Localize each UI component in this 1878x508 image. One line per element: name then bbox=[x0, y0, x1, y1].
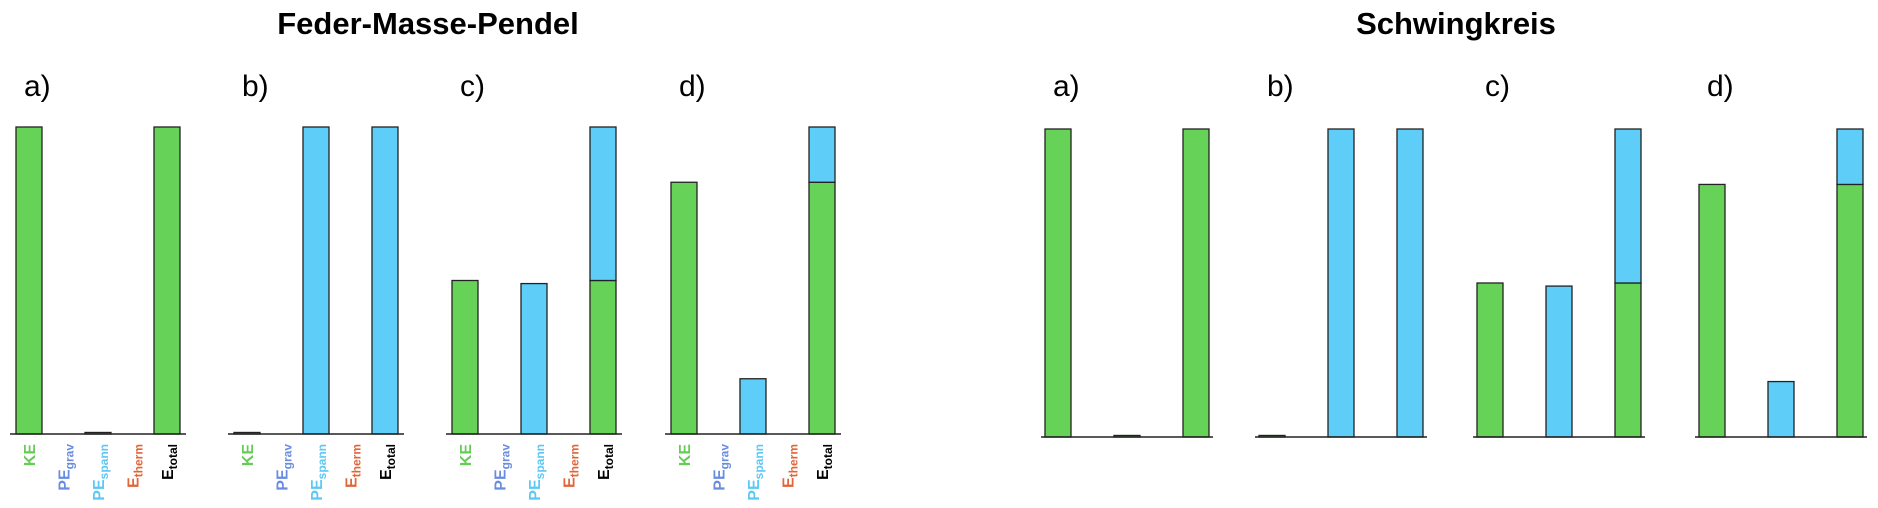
label-main: E bbox=[126, 477, 143, 488]
label-main: PE bbox=[712, 469, 729, 491]
x-tick-label: KE bbox=[677, 444, 694, 467]
bar bbox=[451, 279, 479, 435]
bar bbox=[520, 282, 548, 435]
label-main: KE bbox=[240, 444, 257, 467]
label-main: E bbox=[815, 469, 832, 480]
x-tick-label: KE bbox=[22, 444, 39, 467]
x-tick-label: PEspann bbox=[746, 444, 766, 501]
bar bbox=[1327, 128, 1355, 438]
bar bbox=[808, 181, 836, 435]
label-sub: spann bbox=[97, 444, 111, 479]
panel-label: d) bbox=[679, 70, 706, 103]
bar bbox=[15, 126, 43, 435]
label-main: PE bbox=[309, 479, 326, 501]
bar bbox=[371, 126, 399, 435]
label-main: E bbox=[781, 477, 798, 488]
bar bbox=[670, 181, 698, 435]
label-main: PE bbox=[91, 479, 108, 501]
x-tick-label: PEspann bbox=[309, 444, 329, 501]
label-main: E bbox=[344, 477, 361, 488]
bar bbox=[739, 378, 767, 435]
bar bbox=[1545, 285, 1573, 438]
bar bbox=[153, 126, 181, 435]
label-sub: therm bbox=[787, 444, 801, 477]
panel-label: b) bbox=[242, 70, 269, 103]
label-main: KE bbox=[458, 444, 475, 467]
bar bbox=[1614, 282, 1642, 438]
label-main: PE bbox=[527, 479, 544, 501]
label-sub: therm bbox=[568, 444, 582, 477]
bar bbox=[1044, 128, 1072, 438]
bar bbox=[1476, 282, 1504, 438]
bar bbox=[589, 279, 617, 435]
bar bbox=[808, 126, 836, 183]
bar bbox=[1767, 380, 1795, 438]
x-tick-label: PEgrav bbox=[712, 444, 732, 491]
group-title: Schwingkreis bbox=[1356, 6, 1556, 41]
label-sub: grav bbox=[718, 444, 732, 470]
label-sub: spann bbox=[533, 444, 547, 479]
x-tick-label: PEgrav bbox=[57, 444, 77, 491]
x-tick-label: Etherm bbox=[126, 444, 146, 488]
bar bbox=[302, 126, 330, 435]
group-title: Feder-Masse-Pendel bbox=[277, 6, 579, 41]
x-tick-label: Etotal bbox=[815, 444, 835, 480]
x-tick-label: Etherm bbox=[562, 444, 582, 488]
bar bbox=[1698, 183, 1726, 438]
x-tick-label: PEgrav bbox=[275, 444, 295, 491]
x-tick-label: PEspann bbox=[527, 444, 547, 501]
label-sub: total bbox=[384, 444, 398, 469]
label-sub: grav bbox=[499, 444, 513, 470]
x-tick-label: PEgrav bbox=[493, 444, 513, 491]
x-tick-label: Etotal bbox=[378, 444, 398, 480]
panel-label: c) bbox=[460, 70, 485, 103]
panel-label: a) bbox=[24, 70, 51, 103]
panel-label: c) bbox=[1485, 70, 1510, 103]
label-main: E bbox=[596, 469, 613, 480]
label-sub: spann bbox=[752, 444, 766, 479]
label-sub: grav bbox=[281, 444, 295, 470]
label-main: PE bbox=[746, 479, 763, 501]
bar bbox=[1836, 128, 1864, 186]
label-sub: total bbox=[602, 444, 616, 469]
panel-label: b) bbox=[1267, 70, 1294, 103]
x-tick-label: KE bbox=[458, 444, 475, 467]
bar bbox=[1396, 128, 1424, 438]
panel-label: a) bbox=[1053, 70, 1080, 103]
label-sub: therm bbox=[350, 444, 364, 477]
x-tick-label: PEspann bbox=[91, 444, 111, 501]
label-main: KE bbox=[677, 444, 694, 467]
label-main: PE bbox=[57, 469, 74, 491]
label-sub: spann bbox=[315, 444, 329, 479]
bar bbox=[589, 126, 617, 282]
panel-label: d) bbox=[1707, 70, 1734, 103]
label-main: KE bbox=[22, 444, 39, 467]
label-sub: total bbox=[821, 444, 835, 469]
label-main: E bbox=[562, 477, 579, 488]
bar bbox=[1182, 128, 1210, 438]
bar bbox=[1836, 183, 1864, 438]
bar bbox=[1614, 128, 1642, 284]
label-main: E bbox=[378, 469, 395, 480]
x-tick-label: Etherm bbox=[344, 444, 364, 488]
label-main: PE bbox=[275, 469, 292, 491]
x-tick-label: Etherm bbox=[781, 444, 801, 488]
label-sub: grav bbox=[63, 444, 77, 470]
x-tick-label: Etotal bbox=[596, 444, 616, 480]
label-main: E bbox=[160, 469, 177, 480]
x-tick-label: KE bbox=[240, 444, 257, 467]
label-sub: therm bbox=[132, 444, 146, 477]
x-tick-label: Etotal bbox=[160, 444, 180, 480]
label-sub: total bbox=[166, 444, 180, 469]
label-main: PE bbox=[493, 469, 510, 491]
